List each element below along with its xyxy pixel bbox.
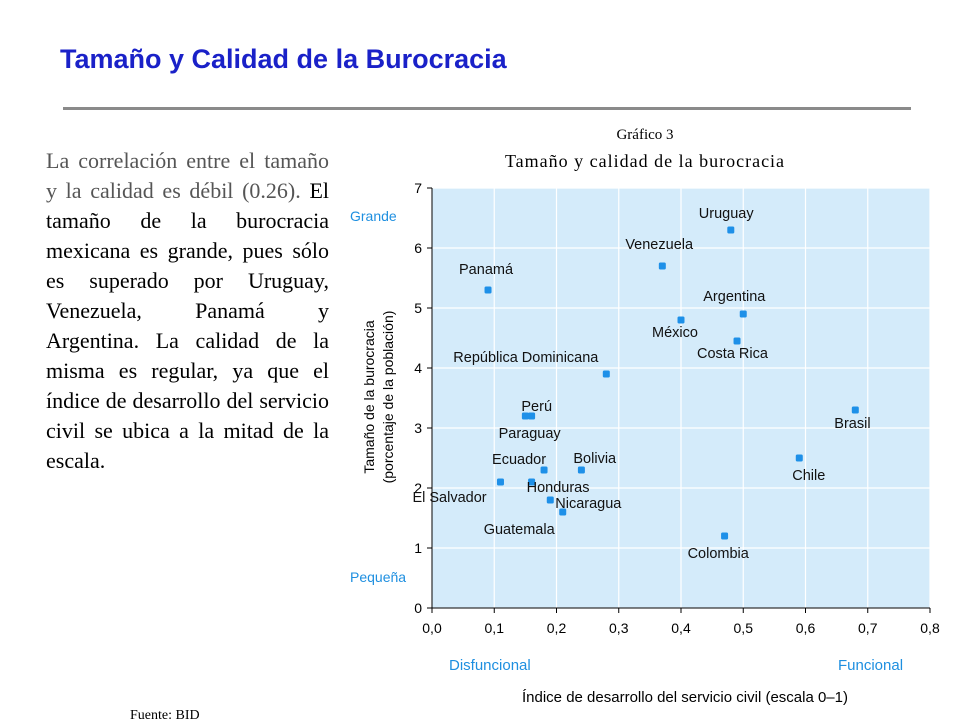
slide-title: Tamaño y Calidad de la Burocracia bbox=[60, 44, 507, 74]
data-point bbox=[528, 412, 536, 420]
point-label: Honduras bbox=[527, 480, 590, 496]
x-tick-label: 0,8 bbox=[920, 620, 940, 636]
data-point bbox=[851, 406, 859, 414]
data-point bbox=[546, 496, 554, 504]
data-points bbox=[484, 226, 859, 540]
data-point bbox=[559, 508, 567, 516]
y-tick-label: 1 bbox=[414, 540, 422, 556]
x-tick-label: 0,6 bbox=[796, 620, 816, 636]
point-label: Panamá bbox=[459, 262, 514, 278]
x-axis-label: Índice de desarrollo del servicio civil … bbox=[522, 689, 848, 706]
data-point bbox=[602, 370, 610, 378]
x-axis-low-label: Disfuncional bbox=[449, 657, 531, 674]
point-label: Paraguay bbox=[499, 426, 562, 442]
y-tick-label: 2 bbox=[414, 480, 422, 496]
point-label: Nicaragua bbox=[555, 496, 622, 512]
point-label: Argentina bbox=[703, 289, 766, 305]
source-note: Fuente: BID bbox=[130, 708, 200, 723]
y-tick-label: 7 bbox=[414, 180, 422, 196]
y-tick-label: 6 bbox=[414, 240, 422, 256]
y-axis-label-sub: (porcentaje de la población) bbox=[380, 311, 396, 484]
point-label: Brasil bbox=[834, 416, 870, 432]
point-label: Chile bbox=[792, 468, 825, 484]
x-tick-label: 0,0 bbox=[422, 620, 442, 636]
data-point bbox=[484, 286, 492, 294]
point-label: El Salvador bbox=[412, 490, 486, 506]
point-label: Costa Rica bbox=[697, 346, 769, 362]
data-point bbox=[540, 466, 548, 474]
data-point bbox=[496, 478, 504, 486]
y-tick-label: 3 bbox=[414, 420, 422, 436]
point-label: México bbox=[652, 325, 698, 341]
y-tick-label: 0 bbox=[414, 600, 422, 616]
data-point bbox=[795, 454, 803, 462]
y-axis-label: Tamaño de la burocracia bbox=[361, 320, 377, 474]
point-label: Venezuela bbox=[625, 237, 694, 253]
data-point bbox=[733, 337, 741, 345]
point-label: Uruguay bbox=[699, 206, 755, 222]
y-axis-low-label: Pequeña bbox=[350, 569, 406, 585]
title-divider bbox=[63, 107, 911, 110]
point-label: Colombia bbox=[688, 546, 750, 562]
chart-supertitle: Gráfico 3 bbox=[616, 127, 673, 143]
x-axis-high-label: Funcional bbox=[838, 657, 903, 674]
x-tick-label: 0,7 bbox=[858, 620, 878, 636]
x-tick-label: 0,1 bbox=[485, 620, 505, 636]
data-point bbox=[721, 532, 729, 540]
chart-title: Tamaño y calidad de la burocracia bbox=[505, 151, 785, 171]
x-tick-label: 0,3 bbox=[609, 620, 629, 636]
point-label: Perú bbox=[521, 399, 552, 415]
x-tick-label: 0,4 bbox=[671, 620, 691, 636]
x-tick-label: 0,5 bbox=[734, 620, 754, 636]
tick-labels: 0,0 0,1 0,2 0,3 0,4 0,5 0,6 0,7 0,8 0 1 2 3 4 5 6 7 bbox=[414, 180, 940, 636]
body-text-main: El tamaño de la burocracia mexicana es g… bbox=[46, 178, 329, 473]
point-label: Ecuador bbox=[492, 452, 546, 468]
point-label: República Dominicana bbox=[453, 350, 599, 366]
data-point bbox=[528, 478, 536, 486]
data-point bbox=[577, 466, 585, 474]
y-axis-high-label: Grande bbox=[350, 208, 397, 224]
data-point bbox=[677, 316, 685, 324]
y-tick-label: 4 bbox=[414, 360, 422, 376]
data-point bbox=[521, 412, 529, 420]
data-point bbox=[739, 310, 747, 318]
data-point bbox=[658, 262, 666, 270]
point-labels: Uruguay Venezuela Panamá Argentina México Cos… bbox=[412, 206, 870, 562]
body-paragraph: La correlación entre el tamaño y la cali… bbox=[46, 146, 329, 476]
data-point bbox=[727, 226, 735, 234]
x-tick-label: 0,2 bbox=[547, 620, 567, 636]
y-tick-label: 5 bbox=[414, 300, 422, 316]
point-label: Guatemala bbox=[484, 522, 556, 538]
body-text-intro: La correlación entre el tamaño y la cali… bbox=[46, 148, 329, 203]
point-label: Bolivia bbox=[573, 451, 617, 467]
